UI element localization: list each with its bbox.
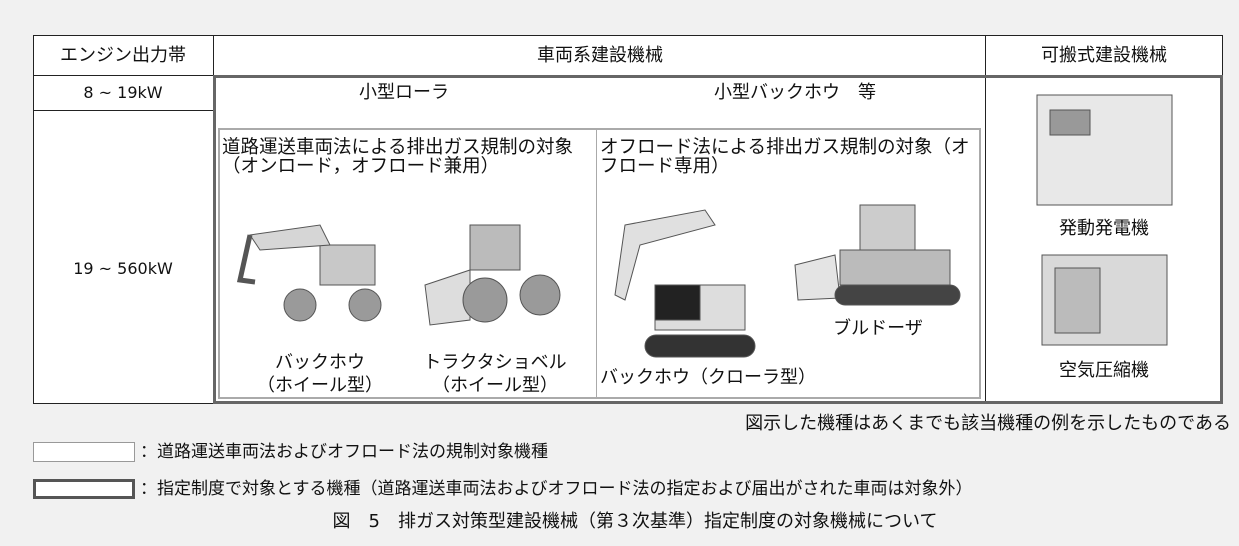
label-line: （ホイール型） [257, 375, 383, 396]
cell: 小型ローラ [359, 82, 449, 103]
rule [33, 110, 213, 111]
caption: 図 5 排ガス対策型建設機械（第３次基準）指定制度の対象機械について [332, 511, 938, 532]
target-frame [213, 75, 1223, 404]
label-line: （ホイール型） [432, 375, 558, 396]
legend-swatch [33, 442, 135, 462]
label-line: バックホウ [275, 352, 365, 373]
regulated-frame [218, 128, 981, 399]
header-cell: 可搬式建設機械 [1041, 45, 1167, 66]
header-cell: エンジン出力帯 [60, 45, 186, 66]
header-cell: 車両系建設機械 [537, 45, 663, 66]
legend-swatch [33, 479, 135, 499]
machine-label: バックホウ （ホイール型） [257, 351, 383, 397]
legend-text: ：道路運送車両法およびオフロード法の規制対象機種 [140, 442, 548, 462]
table [33, 35, 1223, 404]
legend-text: ：指定制度で対象とする機種（道路運送車両法およびオフロード法の指定および届出がさ… [140, 479, 973, 499]
note: 図示した機種はあくまでも該当機種の例を示したものである [745, 413, 1231, 434]
machine-label: 発動発電機 [1059, 218, 1149, 239]
panel-text: オフロード法による排出ガス規制の対象（オフロード専用） [600, 137, 970, 177]
cell: 小型バックホウ 等 [714, 82, 876, 103]
cell: 19 ~ 560kW [73, 259, 173, 278]
rule [596, 128, 597, 399]
rule [985, 35, 986, 404]
machine-label: バックホウ（クローラ型） [600, 367, 816, 388]
machine-label: ブルドーザ [833, 318, 923, 339]
label-line: トラクタショベル [423, 352, 567, 373]
panel-text: 道路運送車両法による排出ガス規制の対象（オンロード，オフロード兼用） [222, 137, 573, 177]
machine-label: 空気圧縮機 [1059, 360, 1149, 381]
cell: 8 ~ 19kW [83, 83, 163, 102]
machine-label: トラクタショベル （ホイール型） [423, 351, 566, 397]
